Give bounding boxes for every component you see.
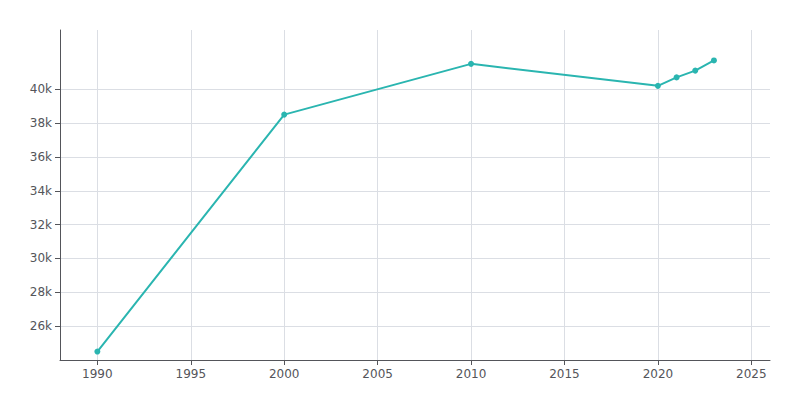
svg-text:34k: 34k (30, 184, 52, 198)
svg-text:32k: 32k (30, 218, 52, 232)
svg-text:26k: 26k (30, 319, 52, 333)
svg-text:38k: 38k (30, 116, 52, 130)
svg-text:30k: 30k (30, 251, 52, 265)
svg-text:40k: 40k (30, 82, 52, 96)
svg-text:28k: 28k (30, 285, 52, 299)
svg-text:2025: 2025 (736, 367, 767, 381)
svg-text:2000: 2000 (269, 367, 300, 381)
svg-text:1990: 1990 (82, 367, 113, 381)
svg-text:2020: 2020 (643, 367, 674, 381)
svg-text:1995: 1995 (176, 367, 207, 381)
svg-text:36k: 36k (30, 150, 52, 164)
svg-text:2010: 2010 (456, 367, 487, 381)
svg-text:2005: 2005 (362, 367, 393, 381)
svg-text:2015: 2015 (549, 367, 580, 381)
